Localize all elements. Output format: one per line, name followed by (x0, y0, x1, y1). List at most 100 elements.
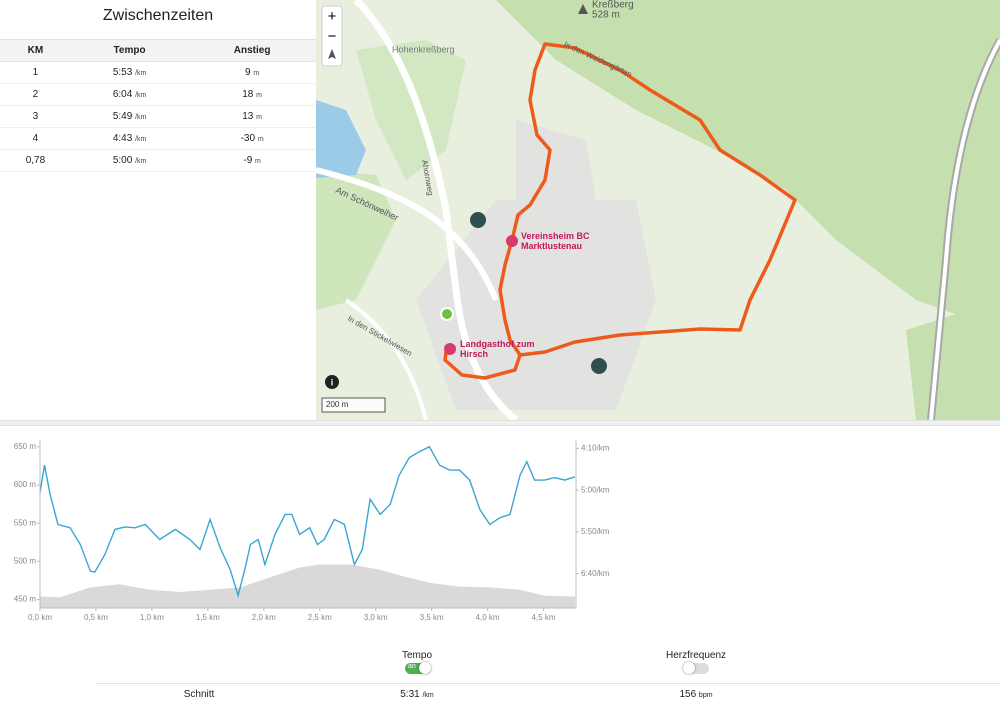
forest (316, 170, 396, 310)
climb-cell: -9 m (188, 149, 316, 172)
map[interactable]: + − Kreßberg 528 m Hohenkreßberg Am Schö… (316, 0, 1000, 420)
average-hr: 156 bpm (679, 689, 712, 700)
x-tick-label: 3,5 km (420, 613, 444, 622)
value: 156 (679, 689, 697, 700)
column-header: Tempo (70, 39, 189, 62)
forest (356, 40, 466, 180)
y-tick-label: 550 m (14, 518, 37, 527)
forest (906, 300, 1000, 420)
climb-unit: m (256, 114, 262, 121)
climb-unit: m (253, 70, 260, 77)
elevation-area (40, 564, 575, 608)
peak-height: 528 m (592, 10, 620, 21)
y-tick-label: 650 m (14, 442, 37, 451)
scale-label: 200 m (326, 400, 349, 409)
hr-label: Herzfrequenz (665, 650, 727, 661)
peak-name: Kreßberg (592, 0, 634, 11)
toggle-knob (683, 662, 695, 674)
zoom-in[interactable]: + (328, 8, 337, 25)
tempo-cell: 5:00 /km (70, 149, 189, 172)
x-tick-label: 3,0 km (364, 613, 388, 622)
column-header: Anstieg (188, 39, 316, 62)
x-tick-label: 4,0 km (476, 613, 500, 622)
tempo-cell: 4:43 /km (70, 127, 189, 150)
tempo-cell: 5:53 /km (70, 61, 189, 84)
parking-icon[interactable] (591, 358, 607, 374)
average-tempo: 5:31 /km (400, 689, 434, 700)
zoom-out[interactable]: − (328, 28, 337, 45)
y-tick-label: 450 m (14, 595, 37, 604)
parking-icon[interactable] (470, 212, 486, 228)
y2-tick-label: 6:40/km (581, 569, 610, 578)
chart: 450 m 500 m 550 m 600 m 650 m 4:10/km 5:00/km 5… (14, 440, 610, 622)
km-cell: 1 (0, 61, 71, 84)
column-header: KM (0, 39, 71, 62)
climb-cell: 18 m (188, 83, 316, 106)
x-tick-label: 0,5 km (84, 613, 108, 622)
tempo-value: 6:04 (112, 89, 133, 100)
poi-label: Vereinsheim BC Marktlustenau (521, 231, 590, 251)
info-text[interactable]: i (331, 377, 334, 387)
lake (316, 100, 366, 178)
poi-text: Landgasthof zum Hirsch (460, 339, 535, 359)
climb-cell: 9 m (188, 61, 316, 84)
km-cell: 3 (0, 105, 71, 128)
pace-line (39, 445, 576, 599)
header-row: KM Tempo Anstieg (0, 39, 316, 62)
splits-panel: Zwischenzeiten KM Tempo Anstieg 1 5:53 /km 9… (0, 0, 316, 420)
climb-value: 18 (242, 89, 254, 100)
climb-cell: 13 m (188, 105, 316, 128)
tempo-unit: /km (135, 158, 147, 165)
tempo-unit: /km (135, 70, 147, 77)
controls: Tempo an Herzfrequenz Schnitt 5:31 /km 1… (0, 640, 1000, 721)
climb-value: -9 (243, 155, 253, 166)
forest (496, 0, 1000, 330)
value: 5:31 (400, 689, 420, 700)
road (344, 298, 428, 420)
tempo-toggle[interactable]: an (405, 662, 431, 674)
zoom-control (321, 5, 343, 67)
scale-bar (321, 397, 386, 413)
info-button[interactable] (325, 375, 339, 389)
road (316, 167, 499, 302)
km-cell: 4 (0, 127, 71, 150)
climb-value: 13 (242, 111, 254, 122)
poi-icon[interactable] (506, 235, 518, 247)
tempo-cell: 5:49 /km (70, 105, 189, 128)
peak-icon (578, 4, 588, 14)
km-cell: 0,78 (0, 149, 71, 172)
start-marker[interactable] (440, 307, 454, 321)
toggle-text: an (408, 663, 416, 670)
average-label: Schnitt (183, 689, 215, 700)
x-tick-label: 1,5 km (196, 613, 220, 622)
poi-text: Vereinsheim BC Marktlustenau (521, 231, 590, 251)
unit: bpm (698, 692, 713, 699)
tempo-unit: /km (135, 136, 147, 143)
place-label: Hohenkreßberg (392, 44, 455, 54)
highway (929, 39, 1000, 420)
km-cell: 2 (0, 83, 71, 106)
y2-tick-label: 5:00/km (581, 485, 610, 494)
tempo-value: 5:00 (112, 155, 133, 166)
hr-toggle[interactable] (683, 662, 709, 674)
x-tick-label: 4,5 km (532, 613, 556, 622)
tempo-value: 5:53 (112, 67, 133, 78)
split-row: 0,78 5:00 /km -9 m (0, 149, 316, 172)
road (353, 0, 519, 420)
x-tick-label: 1,0 km (140, 613, 164, 622)
tempo-value: 5:49 (112, 111, 133, 122)
compass[interactable] (328, 49, 336, 59)
tempo-label: Tempo (401, 650, 433, 661)
y2-tick-label: 5:50/km (581, 527, 610, 536)
y2-tick-label: 4:10/km (581, 443, 610, 452)
split-row: 1 5:53 /km 9 m (0, 61, 316, 84)
poi-icon[interactable] (444, 343, 456, 355)
tempo-unit: /km (135, 92, 147, 99)
route (443, 42, 797, 380)
climb-value: -30 (240, 133, 256, 144)
village (516, 120, 596, 200)
x-tick-label: 2,0 km (252, 613, 276, 622)
split-row: 2 6:04 /km 18 m (0, 83, 316, 106)
divider[interactable] (0, 420, 1000, 426)
